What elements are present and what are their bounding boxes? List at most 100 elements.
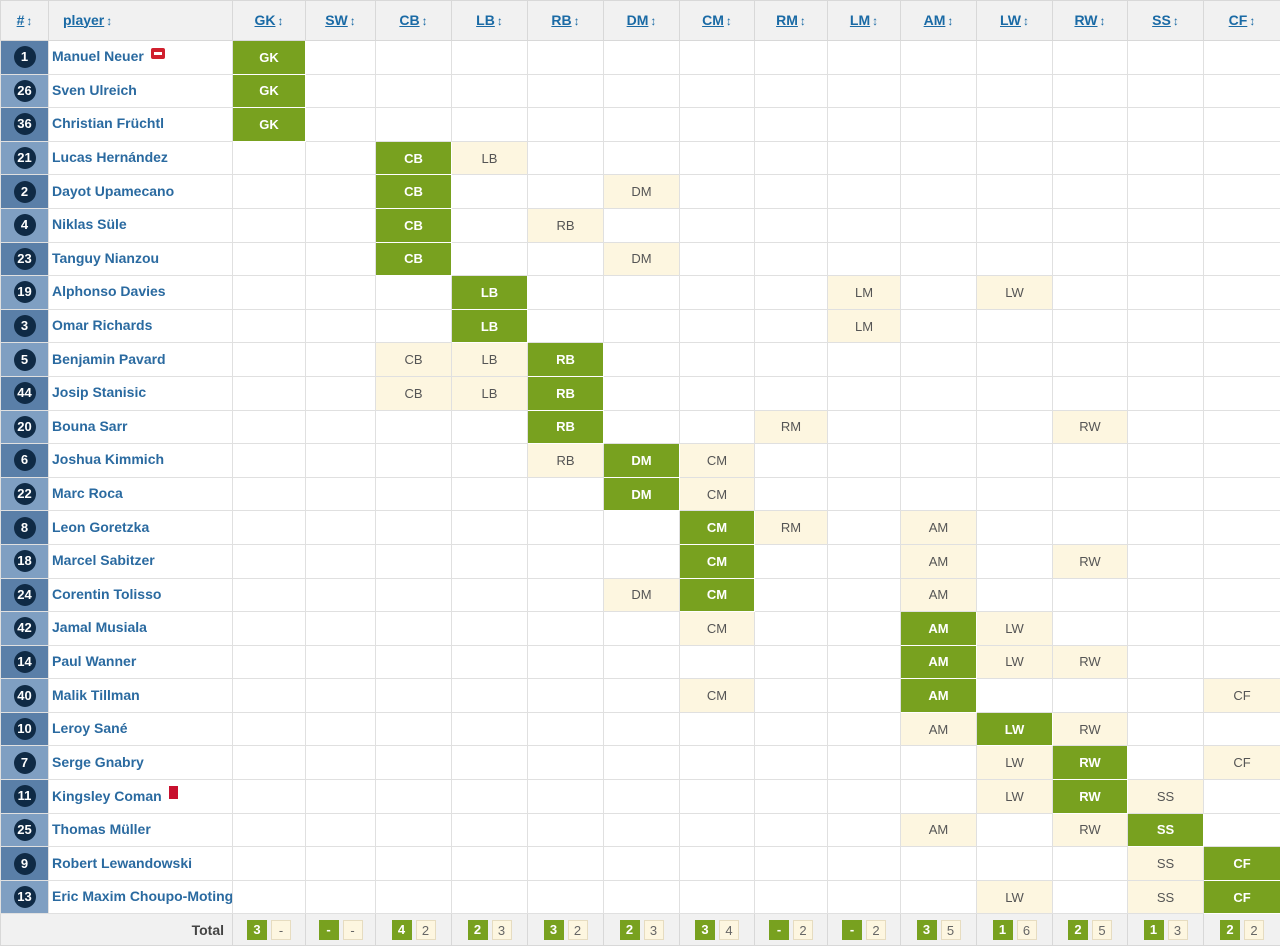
empty-position-cell [233,712,306,746]
player-link[interactable]: Marcel Sabitzer [52,552,155,568]
empty-position-cell [1128,578,1204,612]
empty-position-cell [528,612,604,646]
column-header-rw[interactable]: RW↕ [1053,1,1128,41]
player-link[interactable]: Tanguy Nianzou [52,250,159,266]
player-link[interactable]: Alphonso Davies [52,283,166,299]
empty-position-cell [1128,276,1204,310]
empty-position-cell [1128,108,1204,142]
empty-position-cell [233,847,306,881]
player-link[interactable]: Kingsley Coman [52,788,162,804]
player-link[interactable]: Lucas Hernández [52,149,168,165]
empty-position-cell [755,175,828,209]
player-link[interactable]: Thomas Müller [52,821,151,837]
column-header-lw[interactable]: LW↕ [977,1,1053,41]
empty-position-cell [1204,309,1280,343]
shirt-number-cell: 4 [1,208,49,242]
empty-position-cell [452,813,528,847]
empty-position-cell [828,880,901,914]
player-link[interactable]: Leroy Sané [52,720,127,736]
empty-position-cell [1053,477,1128,511]
player-link[interactable]: Josip Stanisic [52,384,146,400]
empty-position-cell [755,712,828,746]
player-cell: Tanguy Nianzou [49,242,233,276]
main-total: - [319,920,339,940]
player-link[interactable]: Manuel Neuer [52,48,144,64]
shirt-number-cell: 11 [1,780,49,814]
main-position-cell: CF [1204,847,1280,881]
red-card-icon[interactable] [169,786,178,799]
secondary-position-cell: LM [828,309,901,343]
injury-icon[interactable] [151,48,165,59]
player-link[interactable]: Benjamin Pavard [52,351,166,367]
column-header-lb[interactable]: LB↕ [452,1,528,41]
empty-position-cell [452,544,528,578]
empty-position-cell [233,175,306,209]
shirt-number: 9 [14,853,36,875]
column-header-rm[interactable]: RM↕ [755,1,828,41]
column-header-lm[interactable]: LM↕ [828,1,901,41]
player-link[interactable]: Joshua Kimmich [52,451,164,467]
total-cell-sw: -- [306,914,376,946]
column-header-player[interactable]: player↕ [49,1,233,41]
player-link[interactable]: Robert Lewandowski [52,855,192,871]
column-header-cm[interactable]: CM↕ [680,1,755,41]
column-header-am[interactable]: AM↕ [901,1,977,41]
sort-icon: ↕ [26,14,32,28]
player-cell: Joshua Kimmich [49,444,233,478]
column-header-cb[interactable]: CB↕ [376,1,452,41]
player-link[interactable]: Dayot Upamecano [52,183,174,199]
empty-position-cell [828,410,901,444]
empty-position-cell [977,175,1053,209]
empty-position-cell [528,712,604,746]
empty-position-cell [306,780,376,814]
column-header-sw[interactable]: SW↕ [306,1,376,41]
column-header-cf[interactable]: CF↕ [1204,1,1280,41]
player-link[interactable]: Corentin Tolisso [52,586,161,602]
main-position-cell: CM [680,511,755,545]
empty-position-cell [755,847,828,881]
secondary-position-cell: CM [680,679,755,713]
column-header-number[interactable]: #↕ [1,1,49,41]
shirt-number-cell: 21 [1,141,49,175]
empty-position-cell [306,343,376,377]
player-link[interactable]: Christian Früchtl [52,115,164,131]
empty-position-cell [233,410,306,444]
player-link[interactable]: Bouna Sarr [52,418,127,434]
player-link[interactable]: Leon Goretzka [52,519,149,535]
secondary-total: 6 [1017,920,1037,940]
player-link[interactable]: Niklas Süle [52,216,127,232]
empty-position-cell [452,410,528,444]
player-link[interactable]: Jamal Musiala [52,619,147,635]
column-header-rb[interactable]: RB↕ [528,1,604,41]
shirt-number-cell: 23 [1,242,49,276]
empty-position-cell [977,208,1053,242]
column-header-dm[interactable]: DM↕ [604,1,680,41]
sort-icon: ↕ [106,14,112,28]
player-link[interactable]: Paul Wanner [52,653,136,669]
column-header-ss[interactable]: SS↕ [1128,1,1204,41]
player-link[interactable]: Malik Tillman [52,687,140,703]
column-header-gk[interactable]: GK↕ [233,1,306,41]
player-link[interactable]: Eric Maxim Choupo-Moting [52,888,233,904]
shirt-number: 2 [14,181,36,203]
empty-position-cell [755,108,828,142]
empty-position-cell [604,141,680,175]
main-position-cell: AM [901,679,977,713]
player-link[interactable]: Sven Ulreich [52,82,137,98]
player-link[interactable]: Marc Roca [52,485,123,501]
secondary-position-cell: CF [1204,679,1280,713]
player-link[interactable]: Omar Richards [52,317,152,333]
empty-position-cell [755,544,828,578]
empty-position-cell [604,511,680,545]
shirt-number-cell: 8 [1,511,49,545]
player-link[interactable]: Serge Gnabry [52,754,144,770]
empty-position-cell [977,41,1053,75]
empty-position-cell [901,208,977,242]
secondary-position-cell: RW [1053,712,1128,746]
main-total: 2 [1068,920,1088,940]
